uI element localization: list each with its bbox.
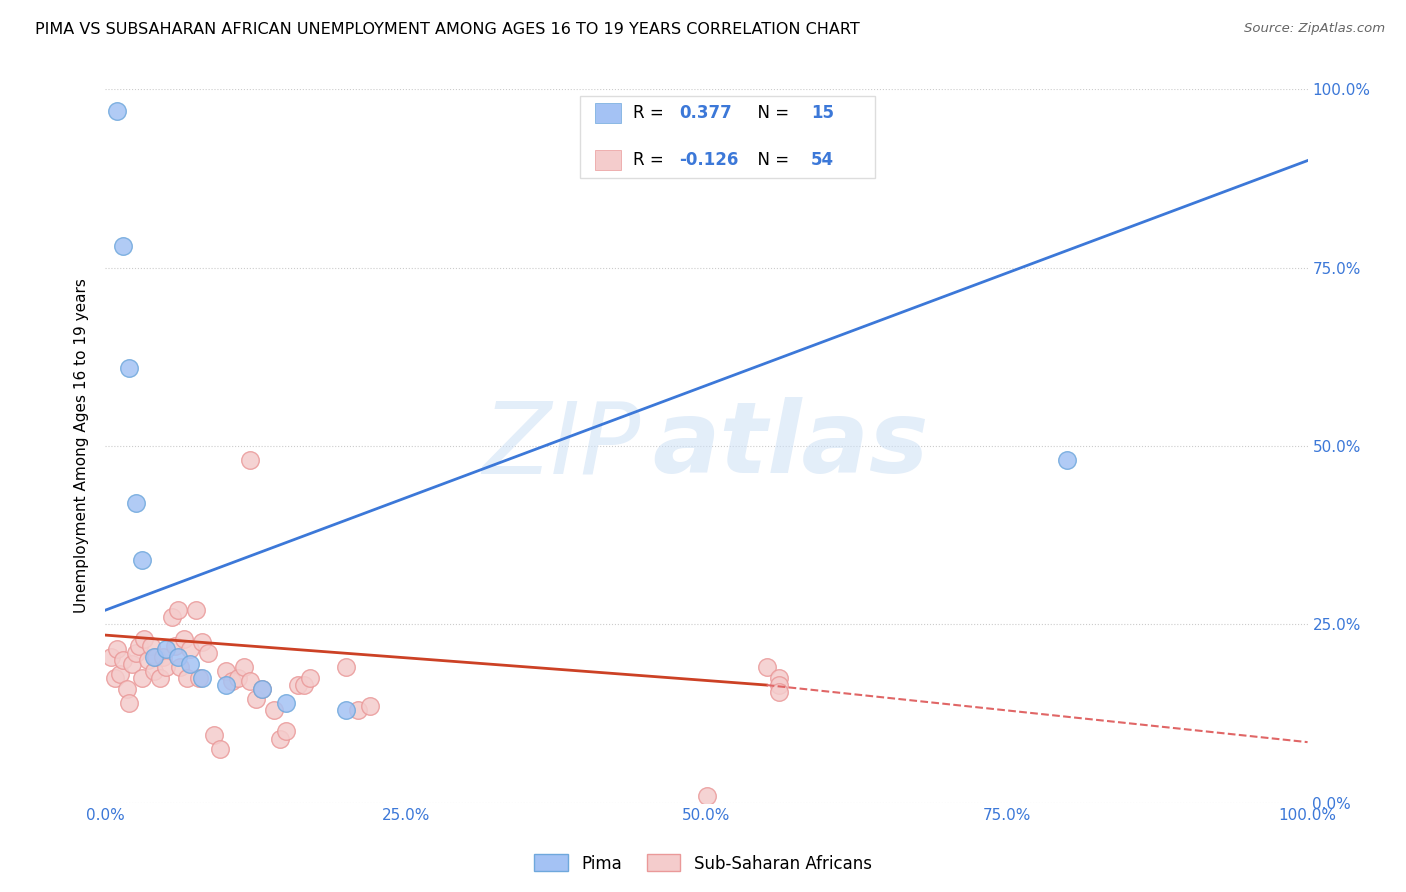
Point <box>107 103 129 118</box>
Point <box>221 674 243 689</box>
Point <box>155 642 177 657</box>
Point <box>250 681 273 696</box>
Point <box>292 678 315 692</box>
Point <box>214 678 236 692</box>
Point <box>335 660 357 674</box>
Point <box>108 667 131 681</box>
Text: Source: ZipAtlas.com: Source: ZipAtlas.com <box>1244 22 1385 36</box>
Point <box>121 657 143 671</box>
Point <box>274 724 297 739</box>
Point <box>128 639 150 653</box>
Point <box>131 671 153 685</box>
Bar <box>595 103 621 123</box>
Point <box>768 685 790 699</box>
Point <box>176 671 198 685</box>
Point <box>347 703 370 717</box>
Y-axis label: Unemployment Among Ages 16 to 19 years: Unemployment Among Ages 16 to 19 years <box>75 278 90 614</box>
Point <box>188 671 211 685</box>
Point <box>768 678 790 692</box>
Point <box>160 610 183 624</box>
Point <box>124 646 146 660</box>
Text: 15: 15 <box>811 104 834 122</box>
Bar <box>595 150 621 169</box>
Text: atlas: atlas <box>652 398 929 494</box>
Text: N =: N = <box>748 104 794 122</box>
Text: ZIP: ZIP <box>482 398 640 494</box>
Point <box>239 674 262 689</box>
Text: R =: R = <box>633 151 669 169</box>
Point <box>118 360 141 375</box>
Point <box>190 635 212 649</box>
Point <box>239 453 262 467</box>
Point <box>696 789 718 803</box>
Point <box>269 731 291 746</box>
Text: N =: N = <box>748 151 794 169</box>
Point <box>298 671 321 685</box>
Point <box>250 681 273 696</box>
Point <box>190 671 212 685</box>
Point <box>142 664 165 678</box>
Point <box>274 696 297 710</box>
Point <box>152 649 174 664</box>
Point <box>132 632 155 646</box>
Point <box>184 603 207 617</box>
Point <box>226 671 249 685</box>
Text: PIMA VS SUBSAHARAN AFRICAN UNEMPLOYMENT AMONG AGES 16 TO 19 YEARS CORRELATION CH: PIMA VS SUBSAHARAN AFRICAN UNEMPLOYMENT … <box>35 22 860 37</box>
Point <box>1056 453 1078 467</box>
Point <box>139 639 162 653</box>
Point <box>136 653 159 667</box>
Point <box>148 671 170 685</box>
Point <box>179 642 201 657</box>
Point <box>179 657 201 671</box>
Point <box>359 699 381 714</box>
Point <box>245 692 267 706</box>
FancyBboxPatch shape <box>581 96 875 178</box>
Point <box>166 603 188 617</box>
Point <box>165 639 187 653</box>
Point <box>131 553 153 567</box>
Text: 54: 54 <box>811 151 834 169</box>
Point <box>202 728 225 742</box>
Point <box>145 649 167 664</box>
Point <box>118 696 141 710</box>
Point <box>115 681 138 696</box>
Point <box>214 664 236 678</box>
Point <box>287 678 309 692</box>
Text: 0.377: 0.377 <box>679 104 731 122</box>
Point <box>124 496 146 510</box>
Point <box>755 660 778 674</box>
Point <box>107 642 129 657</box>
Point <box>197 646 219 660</box>
Point <box>768 671 790 685</box>
Legend: Pima, Sub-Saharan Africans: Pima, Sub-Saharan Africans <box>527 847 879 880</box>
Point <box>166 649 188 664</box>
Point <box>263 703 285 717</box>
Point <box>112 239 135 253</box>
Point <box>155 660 177 674</box>
Point <box>335 703 357 717</box>
Point <box>104 671 127 685</box>
Point <box>173 632 195 646</box>
Text: R =: R = <box>633 104 669 122</box>
Point <box>232 660 254 674</box>
Point <box>208 742 231 756</box>
Point <box>100 649 122 664</box>
Point <box>142 649 165 664</box>
Text: -0.126: -0.126 <box>679 151 738 169</box>
Point <box>112 653 135 667</box>
Point <box>169 660 191 674</box>
